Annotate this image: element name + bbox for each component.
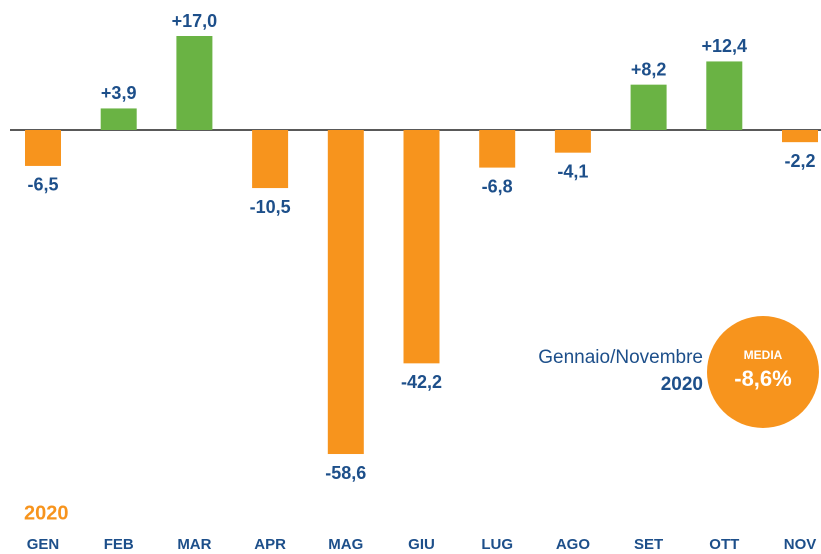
value-label: -4,1 [557, 161, 588, 181]
value-label: -58,6 [325, 463, 366, 483]
x-tick-label: MAG [328, 536, 363, 553]
x-tick-label: GIU [408, 536, 435, 553]
bar [403, 130, 440, 364]
bar [327, 130, 364, 455]
x-tick-label: NOV [784, 536, 817, 553]
x-tick-label: GEN [27, 536, 60, 553]
bar [479, 130, 516, 168]
bar [25, 130, 61, 166]
value-label: +8,2 [631, 59, 667, 79]
bar [100, 108, 137, 130]
badge-value: -8,6% [734, 366, 791, 391]
value-label: -10,5 [250, 197, 291, 217]
value-label: +17,0 [172, 11, 218, 31]
x-tick-label: SET [634, 536, 663, 553]
year-label: 2020 [24, 502, 69, 524]
media-badge [707, 316, 819, 428]
value-label: -6,8 [482, 176, 513, 196]
x-tick-label: OTT [709, 536, 739, 553]
period-annotation: Gennaio/Novembre [538, 347, 703, 368]
bar [706, 61, 743, 130]
value-label: -6,5 [27, 175, 58, 195]
value-label: +3,9 [101, 83, 137, 103]
x-tick-label: FEB [104, 536, 134, 553]
x-tick-label: APR [254, 536, 286, 553]
bar [176, 36, 213, 130]
value-label: -2,2 [784, 151, 815, 171]
bar [630, 84, 667, 130]
badge-title: MEDIA [744, 348, 783, 362]
value-label: +12,4 [702, 36, 748, 56]
x-tick-label: MAR [177, 536, 211, 553]
value-label: -42,2 [401, 372, 442, 392]
bar [782, 130, 818, 143]
x-tick-label: LUG [481, 536, 513, 553]
x-tick-label: AGO [556, 536, 591, 553]
bar [252, 130, 289, 189]
period-year: 2020 [661, 374, 703, 395]
bar [554, 130, 591, 153]
